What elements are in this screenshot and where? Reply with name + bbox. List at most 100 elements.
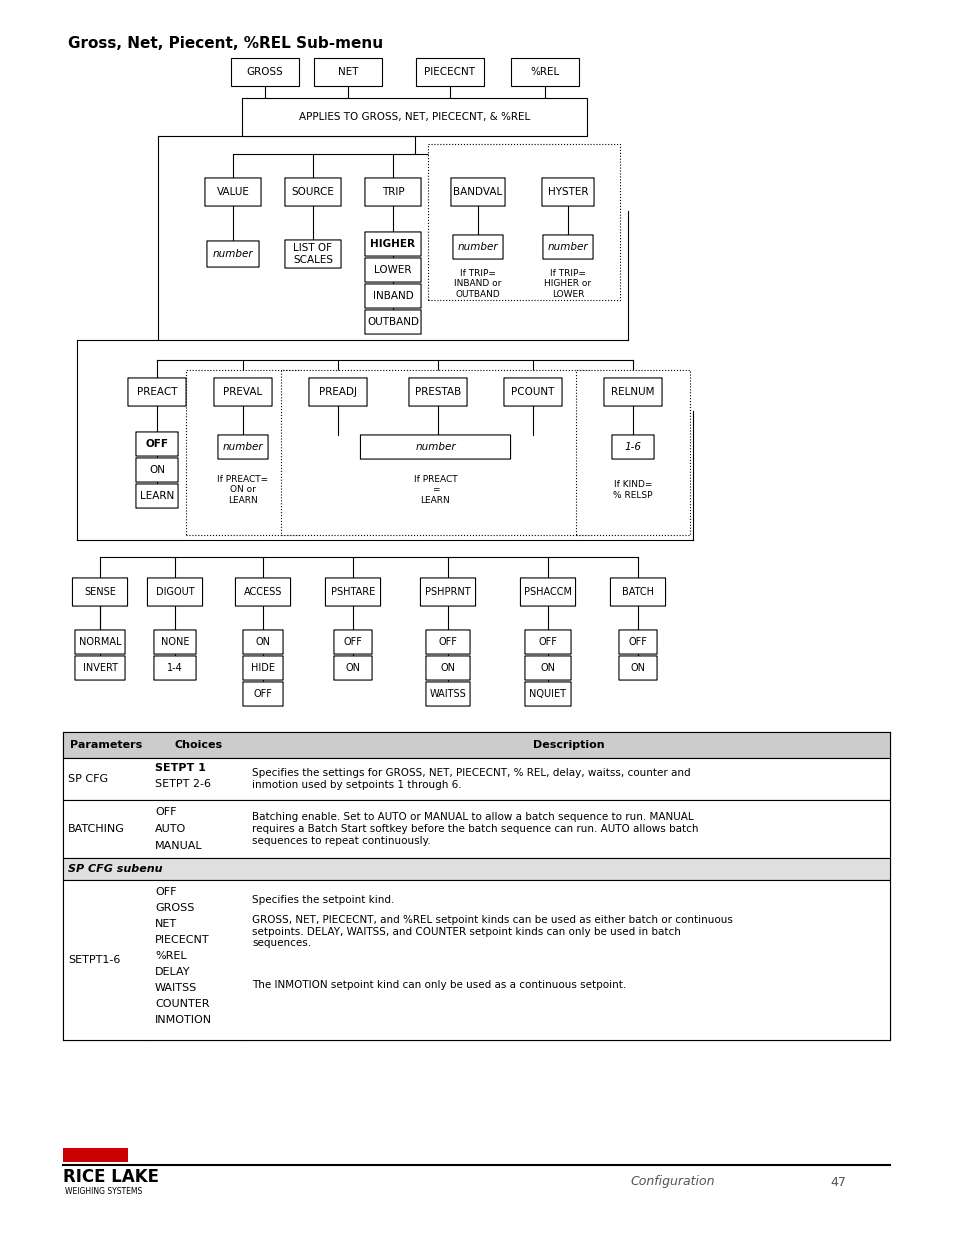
Text: Parameters: Parameters xyxy=(71,740,143,750)
Text: Description: Description xyxy=(532,740,603,750)
Text: number: number xyxy=(213,249,253,259)
Bar xyxy=(63,1149,128,1162)
Bar xyxy=(428,144,619,300)
Text: ON: ON xyxy=(345,663,360,673)
Text: number: number xyxy=(415,442,456,452)
Text: number: number xyxy=(457,242,497,252)
FancyBboxPatch shape xyxy=(365,232,420,256)
Text: OFF: OFF xyxy=(146,438,169,450)
FancyBboxPatch shape xyxy=(618,630,657,655)
FancyBboxPatch shape xyxy=(524,656,571,680)
Text: Batching enable. Set to AUTO or MANUAL to allow a batch sequence to run. MANUAL
: Batching enable. Set to AUTO or MANUAL t… xyxy=(252,813,698,846)
Text: BATCH: BATCH xyxy=(621,587,654,597)
FancyBboxPatch shape xyxy=(136,458,178,482)
Text: HIDE: HIDE xyxy=(251,663,274,673)
FancyBboxPatch shape xyxy=(128,378,186,406)
Text: Specifies the settings for GROSS, NET, PIECECNT, % REL, delay, waitss, counter a: Specifies the settings for GROSS, NET, P… xyxy=(252,768,690,790)
FancyBboxPatch shape xyxy=(207,241,259,267)
FancyBboxPatch shape xyxy=(136,484,178,508)
Text: SETPT 2-6: SETPT 2-6 xyxy=(154,779,211,789)
Text: WEIGHING SYSTEMS: WEIGHING SYSTEMS xyxy=(65,1188,142,1197)
FancyBboxPatch shape xyxy=(285,240,340,268)
Text: BATCHING: BATCHING xyxy=(68,824,125,834)
Text: SP CFG subenu: SP CFG subenu xyxy=(68,864,162,874)
Text: INVERT: INVERT xyxy=(82,663,117,673)
Text: Configuration: Configuration xyxy=(629,1176,714,1188)
Text: number: number xyxy=(547,242,588,252)
Bar xyxy=(63,858,889,881)
Text: 47: 47 xyxy=(829,1176,845,1188)
Text: OFF: OFF xyxy=(154,806,176,818)
Text: SOURCE: SOURCE xyxy=(292,186,335,198)
FancyBboxPatch shape xyxy=(425,630,470,655)
Text: OFF: OFF xyxy=(154,887,176,897)
FancyBboxPatch shape xyxy=(453,235,502,259)
FancyBboxPatch shape xyxy=(520,578,575,606)
Text: ON: ON xyxy=(540,663,555,673)
FancyBboxPatch shape xyxy=(153,630,196,655)
Text: LOWER: LOWER xyxy=(374,266,412,275)
FancyBboxPatch shape xyxy=(542,235,593,259)
Text: If TRIP=
INBAND or
OUTBAND: If TRIP= INBAND or OUTBAND xyxy=(454,269,501,299)
Text: 1-6: 1-6 xyxy=(624,442,640,452)
Text: PRESTAB: PRESTAB xyxy=(415,387,460,396)
Text: TRIP: TRIP xyxy=(381,186,404,198)
Bar xyxy=(281,370,589,535)
Text: If PREACT
=
LEARN: If PREACT = LEARN xyxy=(414,475,456,505)
FancyBboxPatch shape xyxy=(75,630,125,655)
Text: OFF: OFF xyxy=(253,689,273,699)
Bar xyxy=(63,758,889,800)
Text: WAITSS: WAITSS xyxy=(154,983,197,993)
Text: ON: ON xyxy=(149,466,165,475)
Text: OFF: OFF xyxy=(438,637,456,647)
Text: number: number xyxy=(222,442,263,452)
Text: PREACT: PREACT xyxy=(136,387,177,396)
FancyBboxPatch shape xyxy=(243,630,283,655)
FancyBboxPatch shape xyxy=(243,656,283,680)
Text: PREVAL: PREVAL xyxy=(223,387,262,396)
FancyBboxPatch shape xyxy=(285,178,340,206)
Text: HIGHER: HIGHER xyxy=(370,240,416,249)
Text: OFF: OFF xyxy=(538,637,557,647)
Text: %REL: %REL xyxy=(154,951,187,961)
Text: COUNTER: COUNTER xyxy=(154,999,210,1009)
FancyBboxPatch shape xyxy=(409,378,467,406)
FancyBboxPatch shape xyxy=(603,378,661,406)
Text: GROSS, NET, PIECECNT, and %REL setpoint kinds can be used as either batch or con: GROSS, NET, PIECECNT, and %REL setpoint … xyxy=(252,915,732,948)
Text: RELNUM: RELNUM xyxy=(611,387,654,396)
Text: PSHACCM: PSHACCM xyxy=(523,587,572,597)
Text: LIST OF
SCALES: LIST OF SCALES xyxy=(293,243,333,264)
Text: PIECECNT: PIECECNT xyxy=(424,67,475,77)
Text: APPLIES TO GROSS, NET, PIECECNT, & %REL: APPLIES TO GROSS, NET, PIECECNT, & %REL xyxy=(299,112,530,122)
FancyBboxPatch shape xyxy=(334,630,372,655)
Text: INBAND: INBAND xyxy=(373,291,413,301)
FancyBboxPatch shape xyxy=(360,435,510,459)
FancyBboxPatch shape xyxy=(213,378,272,406)
Text: WAITSS: WAITSS xyxy=(429,689,466,699)
Text: ACCESS: ACCESS xyxy=(244,587,282,597)
Text: PSHTARE: PSHTARE xyxy=(331,587,375,597)
Text: INMOTION: INMOTION xyxy=(154,1015,212,1025)
FancyBboxPatch shape xyxy=(325,578,380,606)
Text: LEARN: LEARN xyxy=(140,492,174,501)
Bar xyxy=(416,58,483,86)
FancyBboxPatch shape xyxy=(524,682,571,706)
FancyBboxPatch shape xyxy=(420,578,475,606)
Text: PREADJ: PREADJ xyxy=(318,387,356,396)
Bar xyxy=(63,881,889,1040)
FancyBboxPatch shape xyxy=(611,435,654,459)
Text: NET: NET xyxy=(337,67,358,77)
Text: OFF: OFF xyxy=(343,637,362,647)
FancyBboxPatch shape xyxy=(205,178,261,206)
Text: NONE: NONE xyxy=(161,637,189,647)
FancyBboxPatch shape xyxy=(524,630,571,655)
Text: GROSS: GROSS xyxy=(154,903,194,913)
Text: GROSS: GROSS xyxy=(247,67,283,77)
FancyBboxPatch shape xyxy=(365,258,420,282)
Text: %REL: %REL xyxy=(530,67,559,77)
Text: BANDVAL: BANDVAL xyxy=(453,186,502,198)
FancyBboxPatch shape xyxy=(618,656,657,680)
Text: NQUIET: NQUIET xyxy=(529,689,566,699)
Bar xyxy=(511,58,578,86)
Text: DELAY: DELAY xyxy=(154,967,191,977)
